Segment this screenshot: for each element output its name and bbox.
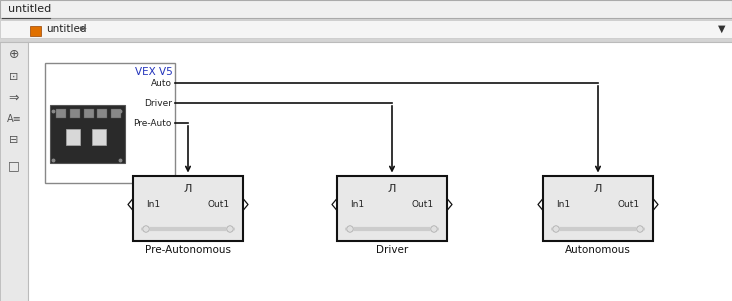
Text: ►: ► — [80, 24, 87, 33]
Bar — [0, 0, 732, 18]
Circle shape — [431, 226, 437, 232]
Text: In1: In1 — [146, 200, 160, 209]
Bar — [337, 176, 447, 241]
Bar — [70, 109, 80, 118]
Circle shape — [553, 226, 559, 232]
Circle shape — [227, 226, 234, 232]
Text: Pre-Autonomous: Pre-Autonomous — [145, 245, 231, 255]
Bar — [50, 105, 125, 163]
Text: In1: In1 — [556, 200, 570, 209]
Bar — [111, 109, 122, 118]
Text: Out1: Out1 — [412, 200, 434, 209]
Text: ⊟: ⊟ — [10, 135, 19, 145]
Bar — [30, 26, 41, 36]
Text: ⇒: ⇒ — [9, 92, 19, 104]
Text: Driver: Driver — [376, 245, 408, 255]
Bar — [0, 42, 28, 301]
Bar — [66, 129, 80, 145]
Bar — [28, 42, 732, 301]
Bar — [92, 129, 106, 145]
Text: Pre-Auto: Pre-Auto — [134, 119, 172, 128]
Text: Autonomous: Autonomous — [565, 245, 631, 255]
Text: Out1: Out1 — [618, 200, 640, 209]
Text: ⊕: ⊕ — [9, 48, 19, 61]
Bar — [83, 109, 94, 118]
Text: untitled: untitled — [46, 24, 86, 34]
Text: Auto: Auto — [151, 79, 172, 88]
Text: A≡: A≡ — [7, 114, 21, 124]
Text: Out1: Out1 — [208, 200, 230, 209]
Bar — [543, 176, 653, 241]
Text: Л: Л — [184, 184, 193, 194]
Bar — [56, 109, 66, 118]
Text: □: □ — [8, 160, 20, 172]
Text: Л: Л — [594, 184, 602, 194]
Bar — [97, 109, 108, 118]
Text: Л: Л — [388, 184, 396, 194]
Text: ▼: ▼ — [718, 24, 725, 34]
Text: Driver: Driver — [144, 98, 172, 107]
Bar — [45, 63, 175, 183]
Text: In1: In1 — [350, 200, 364, 209]
Circle shape — [347, 226, 354, 232]
Text: untitled: untitled — [8, 4, 51, 14]
Bar — [133, 176, 243, 241]
Circle shape — [143, 226, 149, 232]
Text: VEX V5: VEX V5 — [135, 67, 173, 77]
Text: ⊡: ⊡ — [10, 72, 19, 82]
Circle shape — [637, 226, 643, 232]
Bar — [0, 20, 732, 38]
